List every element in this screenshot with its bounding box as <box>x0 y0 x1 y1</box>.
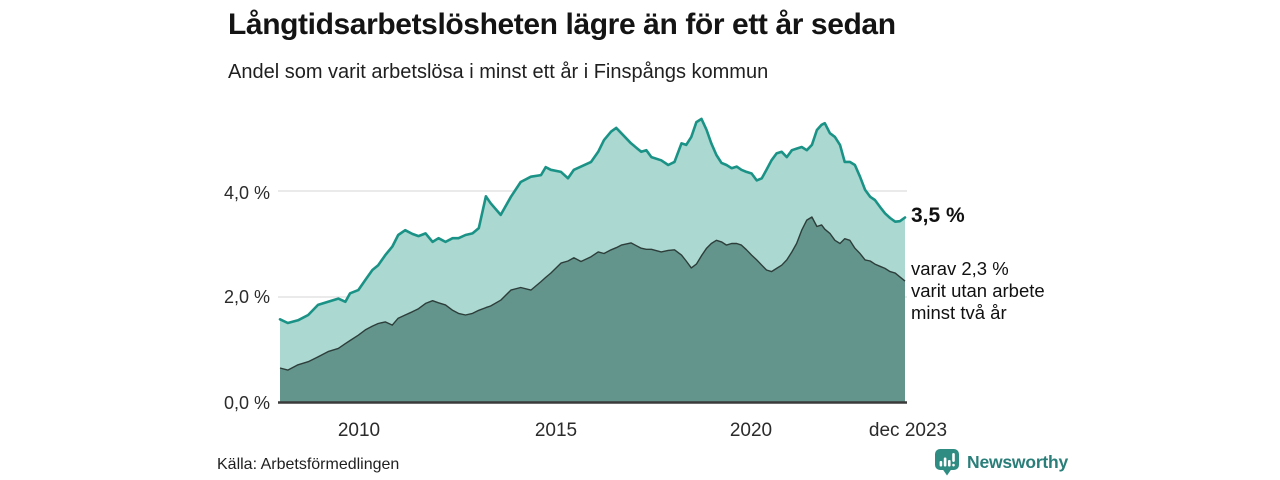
x-tick-2010: 2010 <box>337 420 381 441</box>
y-tick-2: 2,0 % <box>223 287 270 307</box>
chart-subtitle: Andel som varit arbetslösa i minst ett å… <box>228 61 769 83</box>
x-tick-2020: 2020 <box>729 420 773 441</box>
area-two-years-fill <box>280 217 905 403</box>
annotation-line-3: minst två år <box>911 302 1007 323</box>
x-tick-dec-2023: dec 2023 <box>868 420 948 441</box>
line-total-unemployed <box>278 117 907 325</box>
two-year-annotation: varav 2,3 % varit utan arbete minst två … <box>911 258 1045 324</box>
annotation-line-2: varit utan arbete <box>911 280 1045 301</box>
x-tick-2015: 2015 <box>534 420 578 441</box>
line-two-years <box>279 216 906 371</box>
annotation-line-1: varav 2,3 % <box>911 258 1009 279</box>
y-tick-4: 4,0 % <box>223 183 270 203</box>
y-tick-0: 0,0 % <box>223 393 270 413</box>
source-credit: Källa: Arbetsförmedlingen <box>217 456 400 473</box>
brand-logo: Newsworthy <box>934 448 1068 476</box>
end-value-label: 3,5 % <box>911 204 965 227</box>
page-title: Långtidsarbetslösheten lägre än för ett … <box>228 8 896 41</box>
brand-name: Newsworthy <box>967 451 1069 472</box>
newsworthy-icon <box>935 449 959 476</box>
